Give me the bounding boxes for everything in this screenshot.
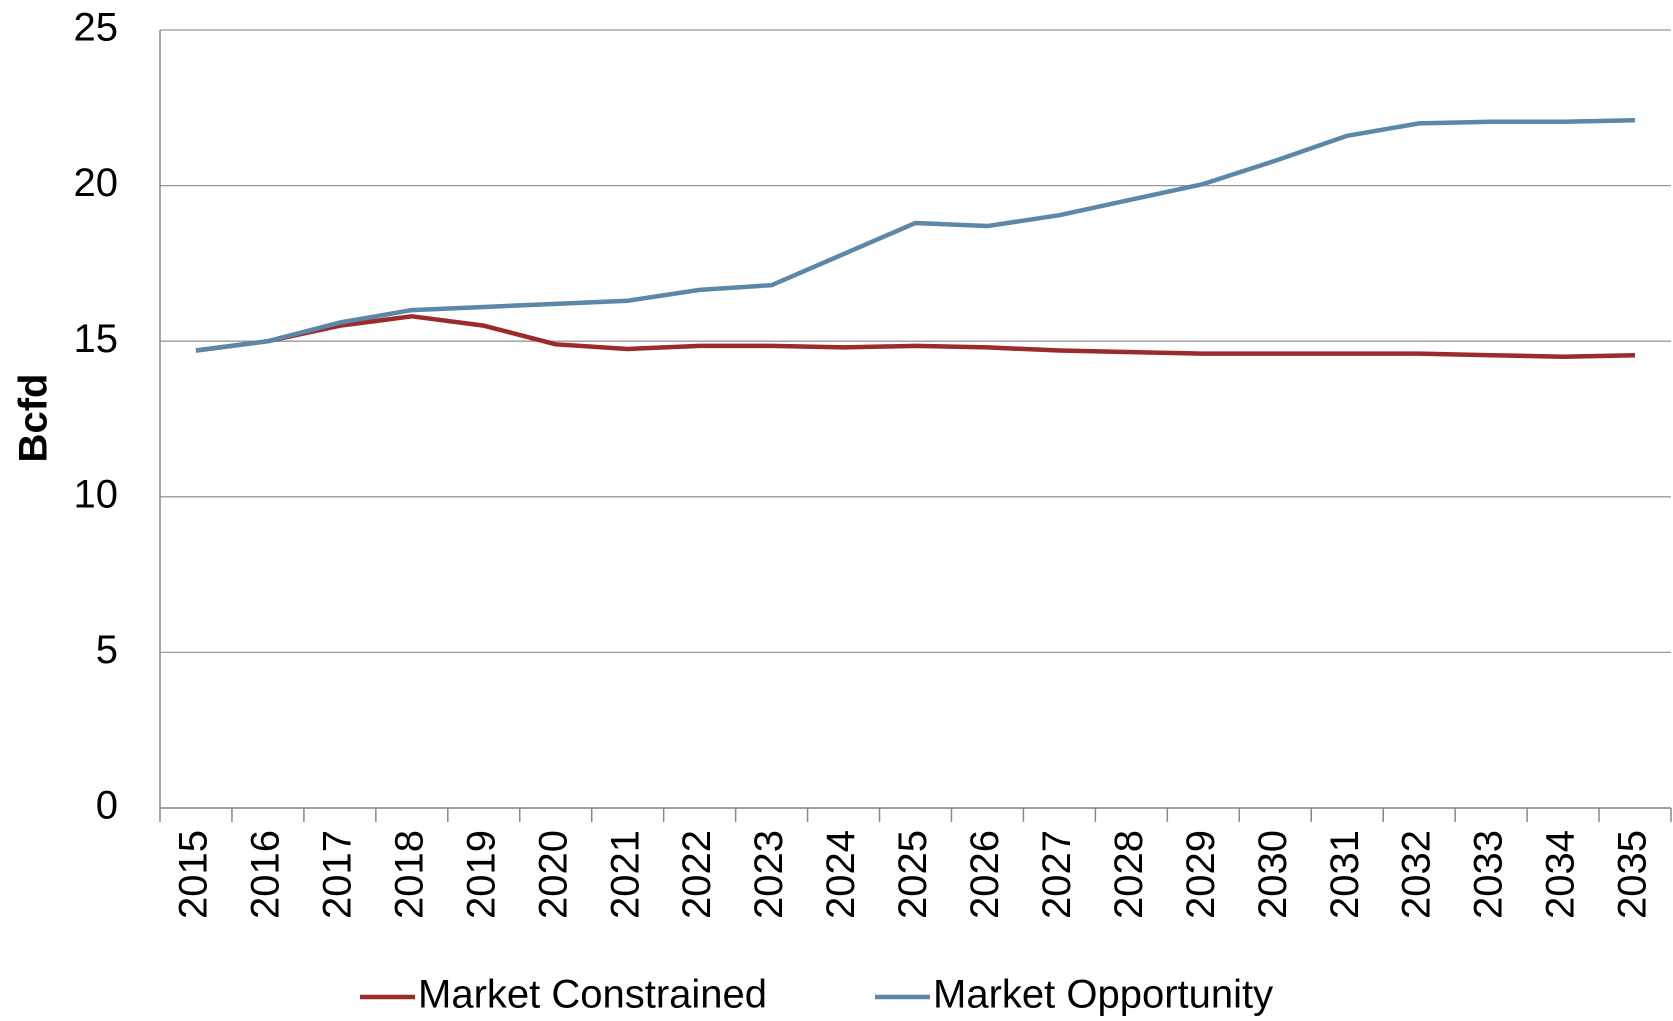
y-axis-label: Bcfd xyxy=(12,374,56,463)
x-tick-label: 2018 xyxy=(387,830,431,919)
x-tick-label: 2023 xyxy=(747,830,791,919)
x-tick-label: 2028 xyxy=(1107,830,1151,919)
y-tick-label: 0 xyxy=(96,784,118,828)
x-tick-label: 2031 xyxy=(1323,830,1367,919)
x-tick-label: 2021 xyxy=(603,830,647,919)
x-tick-label: 2032 xyxy=(1395,830,1439,919)
x-tick-label: 2022 xyxy=(675,830,719,919)
y-tick-label: 15 xyxy=(74,317,119,361)
x-tick-label: 2020 xyxy=(531,830,575,919)
x-tick-label: 2033 xyxy=(1467,830,1511,919)
x-tick-label: 2017 xyxy=(315,830,359,919)
series-line xyxy=(195,314,1636,360)
x-tick-label: 2026 xyxy=(963,830,1007,919)
x-tick-label: 2030 xyxy=(1251,830,1295,919)
x-tick-label: 2029 xyxy=(1179,830,1223,919)
y-tick-label: 20 xyxy=(74,161,119,205)
x-tick-label: 2034 xyxy=(1539,830,1583,919)
x-tick-label: 2016 xyxy=(243,830,287,919)
x-tick-label: 2015 xyxy=(172,830,216,919)
x-tick-label: 2035 xyxy=(1611,830,1655,919)
series-line xyxy=(195,117,1636,353)
y-tick-label: 5 xyxy=(96,628,118,672)
y-tick-label: 25 xyxy=(74,6,119,50)
x-tick-label: 2025 xyxy=(891,830,935,919)
legend-label: Market Constrained xyxy=(418,973,767,1017)
x-tick-label: 2024 xyxy=(819,830,863,919)
x-tick-label: 2019 xyxy=(459,830,503,919)
legend-label: Market Opportunity xyxy=(933,973,1273,1017)
x-tick-label: 2027 xyxy=(1035,830,1079,919)
y-tick-label: 10 xyxy=(74,472,119,516)
